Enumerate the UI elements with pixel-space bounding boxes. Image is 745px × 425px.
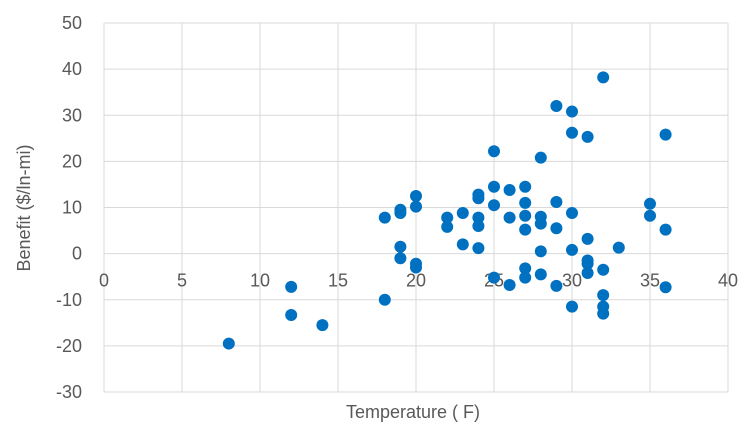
data-point <box>566 300 578 313</box>
data-point <box>581 130 594 143</box>
data-point <box>503 278 516 291</box>
data-point <box>472 219 485 232</box>
data-point <box>410 189 422 202</box>
data-point <box>519 262 532 275</box>
data-point <box>519 196 532 209</box>
y-tick-label: 50 <box>62 13 82 33</box>
y-tick-label: 40 <box>62 59 82 79</box>
data-point <box>394 207 407 220</box>
data-point <box>503 211 516 224</box>
data-points <box>222 71 672 350</box>
y-tick-label: -20 <box>56 336 82 356</box>
y-tick-label: 20 <box>62 151 82 171</box>
data-point <box>566 126 578 139</box>
data-point <box>550 100 563 113</box>
data-point <box>503 183 516 196</box>
data-point <box>581 266 594 279</box>
data-point <box>456 238 469 251</box>
data-point <box>644 209 656 222</box>
x-tick-label: 20 <box>406 271 426 291</box>
data-point <box>550 279 563 292</box>
y-tick-label: -30 <box>56 382 82 402</box>
data-point <box>534 151 547 164</box>
data-point <box>488 199 500 212</box>
data-point <box>566 207 578 220</box>
data-point <box>597 71 610 84</box>
data-point <box>488 145 500 158</box>
x-tick-label: 40 <box>718 271 738 291</box>
x-tick-label: 5 <box>177 271 187 291</box>
data-point <box>285 280 298 293</box>
data-point <box>612 241 625 254</box>
data-point <box>519 180 532 193</box>
x-tick-label: 15 <box>328 271 348 291</box>
data-point <box>659 223 672 236</box>
data-point <box>441 211 454 224</box>
data-point <box>534 217 547 230</box>
data-point <box>597 307 610 320</box>
data-point <box>378 211 391 224</box>
x-tick-label: 0 <box>99 271 109 291</box>
data-point <box>222 337 235 350</box>
data-point <box>550 195 563 208</box>
data-point <box>519 271 532 284</box>
data-point <box>378 293 391 306</box>
data-point <box>488 180 500 193</box>
x-tick-label: 30 <box>562 271 582 291</box>
data-point <box>550 222 563 235</box>
data-point <box>410 200 422 213</box>
y-tick-label: 10 <box>62 198 82 218</box>
data-point <box>456 207 469 220</box>
data-point <box>488 271 500 284</box>
y-tick-label: -10 <box>56 290 82 310</box>
y-axis-title: Benefit ($/ln-mi) <box>14 144 34 271</box>
data-point <box>519 209 532 222</box>
data-point <box>566 243 578 256</box>
x-tick-label: 35 <box>640 271 660 291</box>
data-point <box>394 252 407 265</box>
data-point <box>534 268 547 281</box>
data-point <box>285 308 298 321</box>
data-point <box>659 128 672 141</box>
data-point <box>644 197 656 210</box>
data-point <box>410 261 422 274</box>
data-point <box>534 245 547 258</box>
data-point <box>472 242 485 255</box>
data-point <box>597 263 610 276</box>
data-point <box>597 289 610 302</box>
data-point <box>566 105 578 118</box>
data-point <box>581 232 594 245</box>
data-point <box>441 220 454 233</box>
y-tick-label: 0 <box>72 244 82 264</box>
data-point <box>472 211 485 224</box>
data-point <box>316 319 329 332</box>
data-point <box>472 192 485 205</box>
data-point <box>581 257 594 270</box>
data-point <box>519 223 532 236</box>
data-point <box>394 240 407 253</box>
y-tick-label: 30 <box>62 105 82 125</box>
x-tick-label: 10 <box>250 271 270 291</box>
data-point <box>659 281 672 294</box>
x-axis-title: Temperature ( F) <box>346 402 480 422</box>
